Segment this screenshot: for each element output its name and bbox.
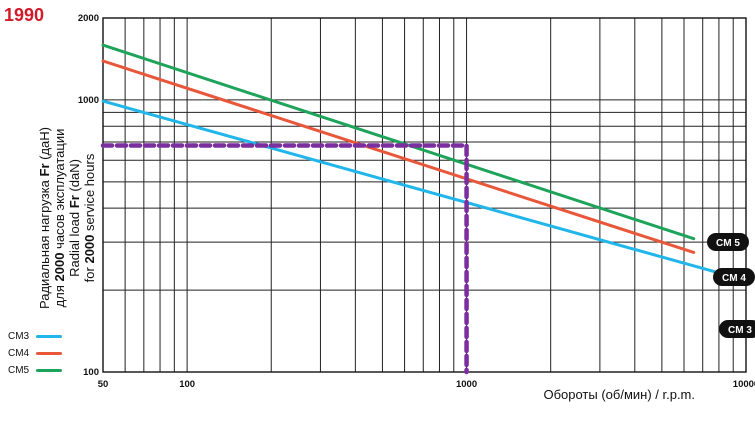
series-badge — [713, 268, 755, 286]
x-tick-label: 50 — [98, 379, 109, 390]
legend-item-cm3: CM3 — [8, 328, 62, 345]
series-line — [101, 43, 696, 241]
annotation-dashed-line — [100, 143, 469, 375]
legend-swatch — [36, 352, 62, 355]
legend-swatch — [36, 369, 62, 372]
legend-label: CM3 — [8, 331, 30, 342]
legend: CM3 CM4 CM5 — [8, 328, 62, 379]
series-badge — [707, 233, 749, 251]
y-tick-label: 100 — [83, 367, 99, 378]
series-line — [101, 99, 748, 282]
plot-area — [103, 18, 746, 372]
y-axis-label: Радиальная нагрузка Fr (даН) для 2000 ча… — [37, 63, 117, 373]
legend-label: CM4 — [8, 348, 30, 359]
chart-title: 1990 — [4, 5, 45, 25]
x-axis-label: Обороты (об/мин) / r.p.m. — [543, 387, 695, 402]
series-label: CM 5 — [716, 238, 740, 249]
legend-item-cm4: CM4 — [8, 345, 62, 362]
series-label: CM 4 — [722, 273, 746, 284]
y-label-en-line2: for 2000 service hours — [82, 153, 97, 283]
legend-label: CM5 — [8, 365, 30, 376]
series-line — [101, 59, 696, 254]
x-tick-label: 10000 — [733, 379, 755, 390]
legend-item-cm5: CM5 — [8, 362, 62, 379]
series-label: CM 3 — [728, 325, 752, 336]
x-tick-label: 100 — [179, 379, 195, 390]
y-label-ru-line2: для 2000 часов эксплуатации — [52, 128, 67, 308]
y-tick-label: 2000 — [78, 13, 99, 24]
legend-swatch — [36, 335, 62, 338]
y-label-en-line1: Radial load Fr (daN) — [67, 159, 82, 277]
y-label-ru-line1: Радиальная нагрузка Fr (даН) — [37, 127, 52, 309]
series-badge — [719, 320, 755, 338]
y-tick-label: 1000 — [78, 95, 99, 106]
x-tick-label: 1000 — [456, 379, 477, 390]
plot-frame — [102, 17, 747, 373]
